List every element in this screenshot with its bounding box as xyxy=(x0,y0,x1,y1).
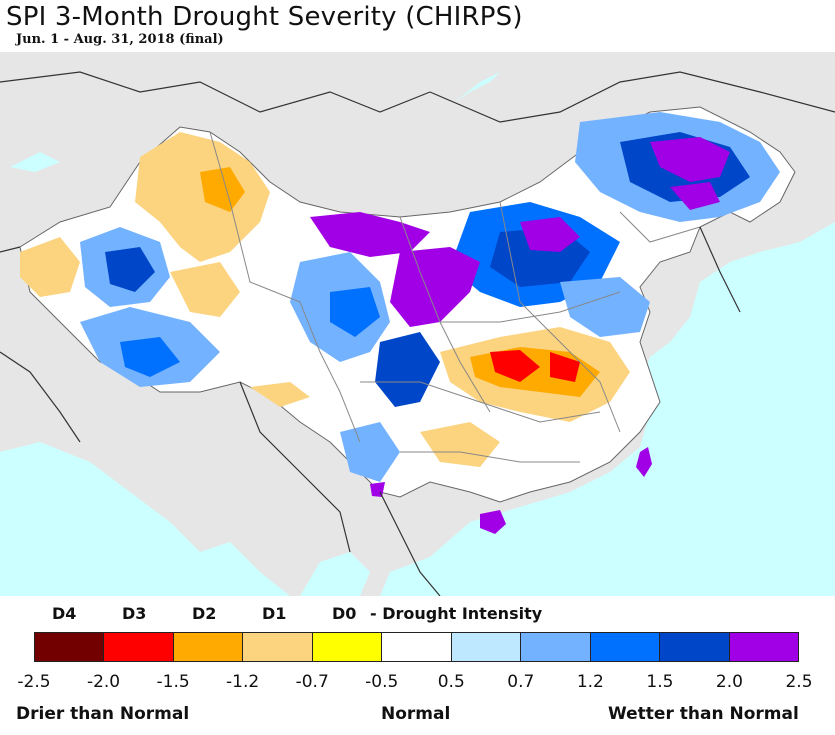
legend-wetter-label: Wetter than Normal xyxy=(608,704,799,724)
legend-swatch xyxy=(521,633,591,661)
legend-tick-label: 1.2 xyxy=(576,672,604,692)
province-borders xyxy=(209,131,701,463)
legend-swatch xyxy=(312,633,383,661)
legend-normal-label: Normal xyxy=(381,704,451,724)
legend-intensity-label: - Drought Intensity xyxy=(370,604,543,623)
legend-tick-label: -1.5 xyxy=(156,672,190,692)
sea-bay xyxy=(300,552,370,596)
map-title: SPI 3-Month Drought Severity (CHIRPS) xyxy=(6,2,523,32)
legend-swatch xyxy=(243,633,313,661)
legend-colorbar xyxy=(34,632,799,662)
legend-swatch xyxy=(451,633,522,661)
legend-tick-label: 0.7 xyxy=(507,672,535,692)
wet-zones xyxy=(80,112,780,534)
legend-swatch xyxy=(660,633,730,661)
sea-east xyxy=(380,52,835,596)
legend: D4 D3 D2 D1 D0 - Drought Intensity -2.5 -… xyxy=(0,596,835,735)
legend-swatch xyxy=(382,633,452,661)
lake-west xyxy=(10,152,60,172)
legend-tick-label: -0.5 xyxy=(365,672,399,692)
legend-tick-label: -0.7 xyxy=(295,672,329,692)
map-subtitle: Jun. 1 - Aug. 31, 2018 (final) xyxy=(16,32,224,47)
legend-tick-label: -1.2 xyxy=(226,672,260,692)
legend-tick-label: 0.5 xyxy=(437,672,465,692)
legend-swatch xyxy=(35,633,105,661)
legend-d4-label: D4 xyxy=(52,604,77,623)
legend-d2-label: D2 xyxy=(192,604,217,623)
legend-tick-label: 2.5 xyxy=(785,672,813,692)
drought-map xyxy=(0,52,835,596)
country-borders xyxy=(0,71,835,596)
legend-d0-label: D0 xyxy=(332,604,357,623)
legend-drier-label: Drier than Normal xyxy=(16,704,190,724)
legend-swatch xyxy=(729,633,798,661)
legend-tick-label: 2.0 xyxy=(715,672,743,692)
legend-tick-label: -2.5 xyxy=(17,672,51,692)
legend-tick-label: -2.0 xyxy=(86,672,121,692)
legend-swatch xyxy=(104,633,174,661)
legend-swatch xyxy=(173,633,244,661)
lake-north xyxy=(440,72,500,112)
sea-indian xyxy=(0,442,290,596)
drought-dry-zones xyxy=(20,132,630,467)
legend-tick-label: 1.5 xyxy=(646,672,674,692)
legend-d1-label: D1 xyxy=(262,604,287,623)
legend-d3-label: D3 xyxy=(122,604,147,623)
legend-swatch xyxy=(590,633,661,661)
